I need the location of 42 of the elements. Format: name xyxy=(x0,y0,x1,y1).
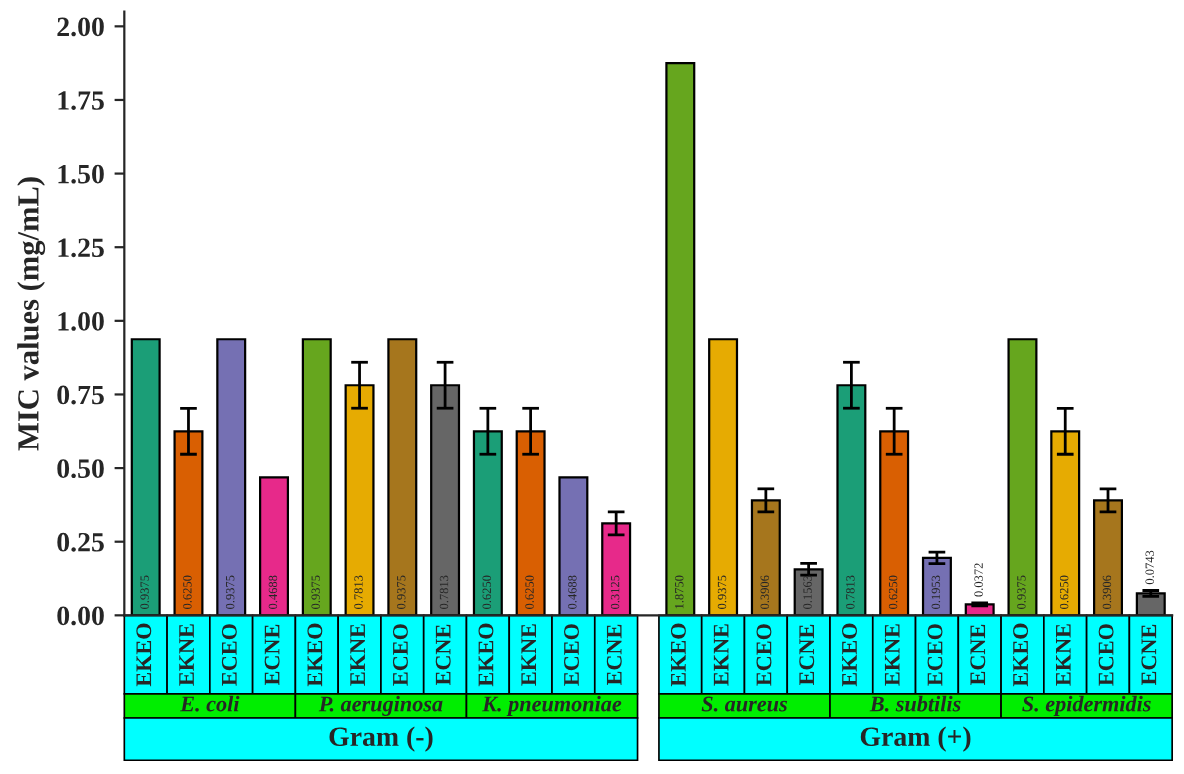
text: E. coli xyxy=(180,695,240,712)
x-tick-label: EKNE xyxy=(350,624,365,686)
y-tick-label: 1.25 xyxy=(58,238,104,258)
text: Gram (-) xyxy=(329,726,433,752)
x-tick-label: ECNE xyxy=(970,624,986,686)
y-tick-label: 1.75 xyxy=(58,91,104,110)
x-tick-label: ECNE xyxy=(264,624,280,686)
x-tick-label: ECNE xyxy=(1141,624,1157,686)
x-tick-label: EKNE xyxy=(884,624,900,686)
x-tick-label: ECEO xyxy=(392,624,408,686)
y-tick-label: 0.00 xyxy=(57,606,104,626)
x-tick-label: EKNE xyxy=(179,624,194,686)
y-axis-title: MIC values (mg/mL) xyxy=(17,177,46,451)
x-tick-label: ECNE xyxy=(799,624,815,686)
x-tick-label: ECEO xyxy=(221,624,237,686)
text: K. pneumoniae xyxy=(482,695,622,716)
y-tick-label: 2.00 xyxy=(57,17,104,37)
x-tick-label: ECEO xyxy=(1098,624,1114,686)
x-tick-label: ECEO xyxy=(564,624,579,686)
x-tick-label: EKEO xyxy=(842,623,857,687)
x-tick-label: ECEO xyxy=(927,624,943,686)
x-tick-label: EKNE xyxy=(521,624,536,686)
text: Gram (+) xyxy=(860,726,971,752)
x-tick-label: ECEO xyxy=(756,624,772,686)
text: B. subtilis xyxy=(869,695,961,712)
x-tick-label: EKNE xyxy=(1056,624,1071,686)
y-tick-label: 1.00 xyxy=(58,312,104,331)
x-tick-label: EKEO xyxy=(1013,623,1029,687)
x-tick-label: ECNE xyxy=(606,624,622,686)
y-tick-label: 0.75 xyxy=(57,385,104,405)
y-tick-label: 1.50 xyxy=(58,164,104,184)
text: S. aureus xyxy=(701,696,788,712)
x-tick-label: EKNE xyxy=(713,624,729,686)
y-tick-label: 0.50 xyxy=(57,459,104,479)
x-tick-label: EKEO xyxy=(136,623,152,687)
x-tick-label: ECNE xyxy=(435,624,451,686)
text: P. aeruginosa xyxy=(318,695,443,716)
text: S. epidermidis xyxy=(1022,695,1151,716)
x-tick-label: EKEO xyxy=(670,623,686,687)
x-tick-label: EKEO xyxy=(307,623,323,687)
x-tick-label: EKEO xyxy=(478,623,494,687)
y-tick-label: 0.25 xyxy=(57,532,104,552)
